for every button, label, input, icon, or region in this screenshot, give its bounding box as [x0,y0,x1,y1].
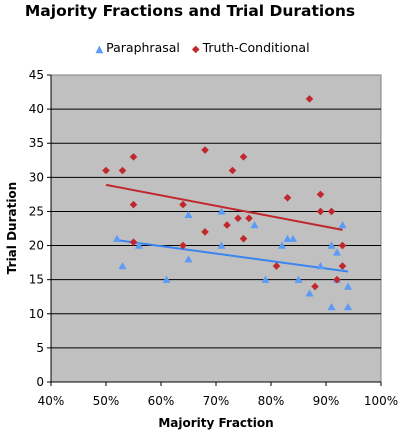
data-point-truth-conditional [201,228,209,236]
data-point-paraphrasal [344,302,352,311]
data-point-truth-conditional [327,207,336,216]
data-point-truth-conditional [102,166,110,175]
data-point-truth-conditional [316,207,325,216]
trendline-truth-conditional [105,183,343,231]
plot-area [50,74,382,383]
data-point-paraphrasal [333,248,341,256]
y-tick-label: 45 [29,68,44,82]
y-tick-label: 40 [29,102,44,116]
data-point-paraphrasal [338,221,347,229]
x-axis-label: Majority Fraction [158,416,273,430]
data-point-paraphrasal [344,282,352,290]
trendline-paraphrasal [116,239,349,273]
x-tick-label: 90% [313,394,340,408]
x-tick-label: 80% [258,394,285,408]
y-tick-label: 30 [29,170,44,184]
legend-item-paraphrasal: ▲ Paraphrasal [95,40,179,55]
gridlines [51,108,381,349]
data-point-truth-conditional [283,194,292,202]
data-point-truth-conditional [234,214,242,223]
data-point-truth-conditional [118,166,127,175]
data-point-truth-conditional [338,241,347,250]
data-point-truth-conditional [316,190,325,199]
data-point-truth-conditional [179,241,187,250]
data-point-paraphrasal [327,302,336,311]
y-tick-label: 25 [29,204,44,218]
x-tick-label: 100% [364,394,398,408]
data-point-paraphrasal [305,289,314,297]
y-tick-label: 35 [29,136,44,150]
data-point-paraphrasal [162,275,171,283]
x-tick-label: 40% [38,394,65,408]
data-point-truth-conditional [228,166,237,175]
tick-labels: 0 5 10 15 20 25 30 35 40 45 40% 50% 60% 70% 80% 90% 100% [29,68,398,408]
legend-label-truth-conditional: Truth-Conditional [202,40,310,55]
x-tick-label: 50% [93,394,120,408]
data-point-paraphrasal [327,241,336,249]
data-point-paraphrasal [184,210,193,219]
data-point-paraphrasal [294,275,303,283]
x-tick-label: 70% [203,394,230,408]
data-point-paraphrasal [283,234,292,242]
data-point-paraphrasal [261,275,270,283]
data-point-paraphrasal [184,255,193,263]
legend: ▲ Paraphrasal ◆ Truth-Conditional [0,40,405,55]
data-point-paraphrasal [113,234,121,242]
data-point-paraphrasal [250,221,259,229]
y-tick-label: 20 [29,239,44,253]
data-point-truth-conditional [179,200,187,209]
data-point-truth-conditional [338,262,347,270]
data-point-paraphrasal [217,241,226,249]
data-points [102,95,352,311]
data-point-truth-conditional [311,282,319,291]
data-point-truth-conditional [239,153,248,161]
y-tick-label: 10 [29,307,44,321]
data-point-truth-conditional [272,262,281,270]
data-point-paraphrasal [118,262,127,270]
data-point-paraphrasal [278,241,286,249]
y-tick-label: 15 [29,273,44,287]
y-tick-label: 5 [36,341,44,355]
data-point-paraphrasal [217,207,226,215]
data-point-truth-conditional [129,153,138,161]
x-tick-label: 60% [148,394,175,408]
legend-marker-triangle: ▲ [95,44,104,55]
axes [47,74,382,386]
legend-marker-diamond: ◆ [191,44,200,55]
data-point-truth-conditional [305,95,314,103]
data-point-truth-conditional [129,200,138,209]
trendlines [105,183,349,273]
y-axis-label: Trial Duration [5,182,19,274]
y-tick-label: 0 [36,375,44,389]
data-point-truth-conditional [239,234,248,243]
data-point-truth-conditional [333,275,341,284]
legend-item-truth-conditional: ◆ Truth-Conditional [192,40,310,55]
data-point-truth-conditional [223,221,231,229]
data-point-paraphrasal [135,241,143,249]
chart-title: Majority Fractions and Trial Durations [24,2,356,20]
legend-label-paraphrasal: Paraphrasal [106,40,180,55]
data-point-truth-conditional [245,214,253,223]
data-point-truth-conditional [129,238,138,246]
data-point-paraphrasal [316,262,325,270]
data-point-paraphrasal [289,234,297,242]
data-point-truth-conditional [201,146,209,154]
